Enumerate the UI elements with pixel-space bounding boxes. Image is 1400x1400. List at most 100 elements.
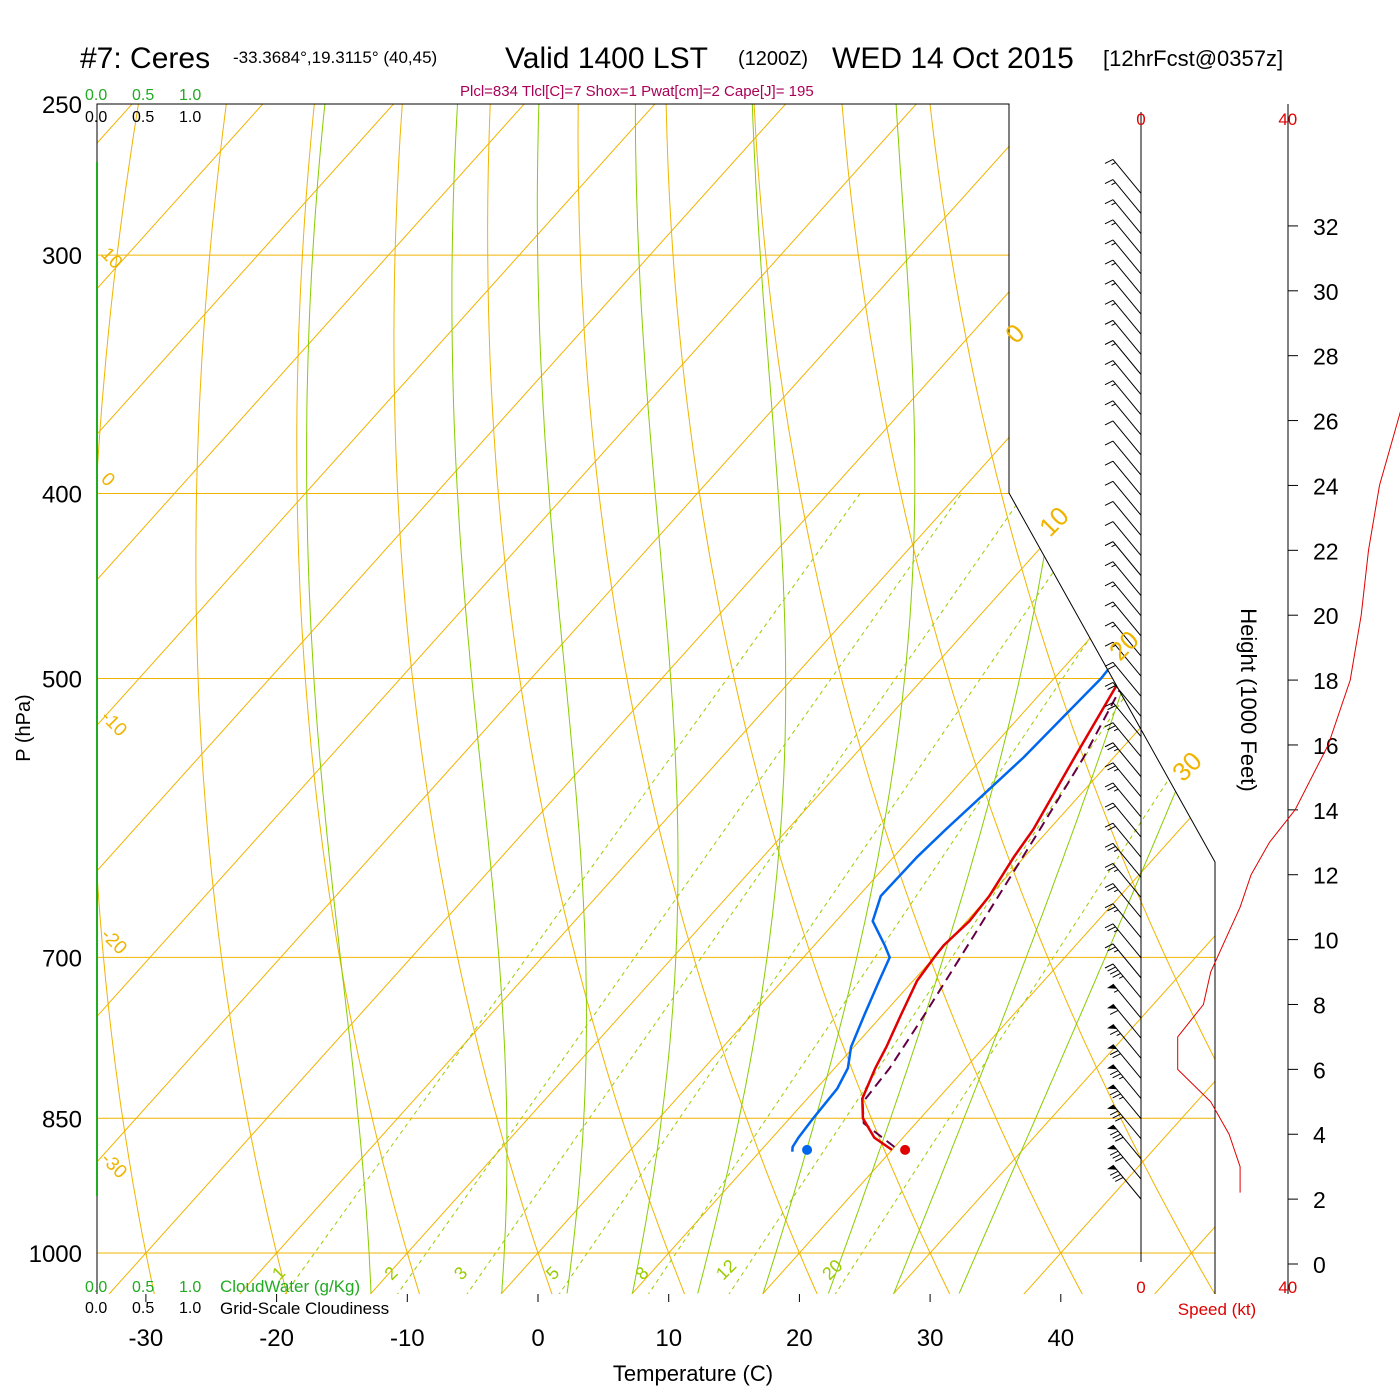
stability-indices: Plcl=834 Tlcl[C]=7 Shox=1 Pwat[cm]=2 Cap… (460, 83, 814, 100)
wind-barb-pennant (1107, 1084, 1117, 1090)
wind-barb-flag (1107, 926, 1116, 932)
cloud-scale-tick: 0.5 (132, 87, 154, 104)
wind-barb-staff (1112, 782, 1142, 818)
isotherm (466, 104, 1215, 1294)
isotherm-label: 0 (999, 318, 1030, 349)
wind-barb-flag (1104, 521, 1114, 526)
speed-tick-top: 0 (1136, 110, 1145, 129)
moist-adiabat (451, 104, 508, 1294)
wind-barb-flag (1104, 661, 1114, 667)
wind-barb-flag (1112, 1173, 1121, 1179)
wind-barb-flag (1104, 460, 1114, 466)
wind-barb-flag (1104, 842, 1114, 848)
x-tick-label: 10 (655, 1325, 682, 1352)
moist-adiabat (536, 104, 587, 1294)
wind-barb-staff (1112, 340, 1142, 375)
wind-barb-staff (1112, 601, 1142, 637)
wind-barb-flag (1104, 943, 1114, 949)
background-lines (97, 104, 1215, 1294)
wind-barb-staff (1112, 219, 1142, 255)
wind-barb-half (1113, 849, 1119, 852)
cloud-scale-tick: 0.0 (85, 87, 107, 104)
dry-adiabat (922, 104, 1215, 1294)
wind-barb (1104, 239, 1142, 275)
wind-barb-staff (1112, 1144, 1142, 1180)
wind-barb-staff (1112, 702, 1142, 737)
wind-barb-half (1111, 242, 1116, 246)
wind-barb-pennant (1107, 1165, 1117, 1170)
wind-barb (1107, 1144, 1142, 1180)
mixing-ratio-line (825, 493, 1215, 1294)
wind-barb-half (1111, 302, 1116, 306)
cloud-scale-tick: 1.0 (179, 87, 201, 104)
wind-barb-staff (1112, 199, 1142, 235)
dry-adiabat (1180, 104, 1215, 1294)
mixing-ratio-label: 3 (450, 1263, 471, 1284)
wind-barb (1104, 159, 1142, 194)
height-tick-label: 4 (1313, 1122, 1326, 1148)
mixing-ratio-line (548, 493, 1108, 1294)
height-tick-label: 32 (1313, 214, 1339, 240)
wind-barb (1104, 500, 1142, 536)
cloudiness-title: Grid-Scale Cloudiness (220, 1299, 389, 1318)
isotherm-label: 10 (1033, 501, 1075, 543)
wind-barb-flag (1104, 621, 1114, 627)
surface-dewpoint-dot (802, 1144, 813, 1155)
wind-barb (1104, 883, 1142, 918)
speed-axis-title: Speed (kt) (1178, 1300, 1256, 1319)
wind-barb-flag (1107, 946, 1116, 952)
pressure-label: 250 (42, 92, 82, 119)
wind-barb-flag (1107, 685, 1116, 690)
wind-barb-flag (1104, 179, 1114, 185)
plot-border (96, 103, 1216, 1294)
dry-adiabat (195, 104, 298, 1294)
wind-barb-flag (1114, 1177, 1124, 1182)
height-tick-label: 14 (1313, 798, 1339, 824)
isotherm-label: -10 (96, 707, 130, 741)
wind-barb-half (1111, 383, 1116, 387)
x-tick-label: 0 (531, 1325, 544, 1352)
wind-barb-staff (1112, 1024, 1142, 1059)
wind-barb (1104, 400, 1142, 436)
wind-barb-half (1113, 748, 1119, 752)
wind-barb-staff (1112, 963, 1142, 999)
dry-adiabat (577, 104, 835, 1294)
wind-barb (1104, 259, 1142, 295)
cloud-scale-tick: 1.0 (179, 109, 201, 126)
cloud-water-title: CloudWater (g/Kg) (220, 1277, 360, 1296)
cloud-scale-tick: 1.0 (179, 1279, 201, 1296)
wind-barb (1104, 822, 1142, 858)
height-tick-label: 20 (1313, 603, 1339, 629)
wind-barb-flag (1114, 1136, 1124, 1142)
isotherm (989, 104, 1215, 1294)
wind-barb-staff (1112, 762, 1142, 798)
wind-barb-flag (1104, 480, 1114, 486)
wind-barb-staff (1112, 501, 1142, 536)
station-coords: -33.3684°,19.3115° (40,45) (233, 48, 438, 67)
wind-barb-flag (1104, 883, 1114, 888)
isotherm-label: 30 (1166, 746, 1208, 788)
forecast-info: [12hrFcst@0357z] (1103, 46, 1284, 71)
wind-barb-flag (1112, 1053, 1121, 1059)
cloud-scale-tick: 0.5 (132, 1300, 154, 1317)
wind-barb-pennant (1107, 1104, 1117, 1110)
height-tick-label: 26 (1313, 409, 1339, 435)
wind-barb-half (1113, 989, 1119, 993)
wind-barb (1104, 440, 1142, 476)
height-tick-label: 22 (1313, 538, 1339, 564)
x-tick-label: -20 (259, 1325, 294, 1352)
wind-barb-half (1111, 282, 1116, 286)
wind-barb-half (1111, 624, 1116, 628)
moist-adiabat (697, 104, 787, 1294)
pressure-label: 400 (42, 482, 82, 509)
wind-barb (1104, 661, 1142, 697)
dry-adiabat (664, 104, 969, 1294)
wind-barb-staff (1112, 1064, 1142, 1099)
wind-barb-half (1113, 788, 1119, 792)
wind-barb-half (1118, 1076, 1124, 1080)
speed-tick-bottom: 40 (1278, 1278, 1297, 1297)
x-tick-label: 40 (1047, 1325, 1074, 1352)
wind-barb-half (1111, 323, 1116, 326)
wind-barb-half (1111, 564, 1116, 568)
moist-adiabat (631, 104, 679, 1294)
